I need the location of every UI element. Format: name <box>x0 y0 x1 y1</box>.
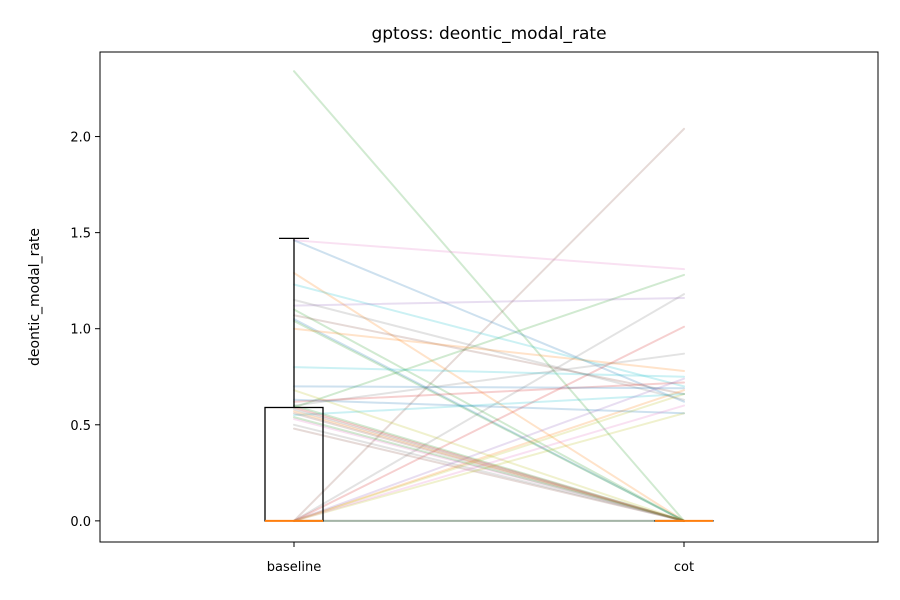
paired-line-35 <box>293 412 685 522</box>
paired-line-8 <box>293 296 685 307</box>
y-tick-label: 0.0 <box>70 515 91 530</box>
paired-line-18 <box>293 389 685 522</box>
y-axis-label: deontic_modal_rate <box>27 228 43 366</box>
paired-line-32 <box>293 404 685 522</box>
paired-line-17 <box>293 366 685 378</box>
y-axis: 0.0 0.5 1.0 1.5 2.0 <box>70 131 100 530</box>
paired-line-22 <box>293 393 685 522</box>
paired-line-25 <box>293 423 685 522</box>
paired-line-31 <box>293 406 685 522</box>
paired-line-16 <box>293 352 685 407</box>
boxplots <box>264 237 714 522</box>
x-tick-label-cot: cot <box>674 560 694 575</box>
y-tick-label: 0.5 <box>70 419 91 434</box>
paired-line-24 <box>293 427 685 522</box>
paired-line-6 <box>293 283 685 388</box>
chart-title: gptoss: deontic_modal_rate <box>371 24 606 44</box>
boxplot-baseline <box>264 237 324 522</box>
paired-line-10 <box>293 308 685 522</box>
paired-line-19 <box>293 381 685 403</box>
paired-line-33 <box>293 410 685 522</box>
paired-line-14 <box>293 325 685 522</box>
paired-line-30 <box>293 398 685 415</box>
paired-line-29 <box>293 412 685 522</box>
x-axis: baseline cot <box>267 542 694 575</box>
paired-line-20 <box>293 385 685 390</box>
y-tick-label: 1.5 <box>70 227 91 242</box>
paired-line-0 <box>293 70 685 522</box>
paired-line-27 <box>293 377 685 522</box>
paired-line-23 <box>293 393 685 417</box>
paired-line-9 <box>293 298 685 401</box>
paired-line-1 <box>293 127 685 522</box>
paired-line-26 <box>293 418 685 522</box>
paired-line-21 <box>293 389 685 522</box>
paired-line-7 <box>293 293 685 522</box>
paired-lines <box>293 70 685 522</box>
y-tick-label: 1.0 <box>70 323 91 338</box>
x-tick-label-baseline: baseline <box>267 560 321 575</box>
y-tick-label: 2.0 <box>70 131 91 146</box>
paired-line-36 <box>293 416 685 522</box>
paired-line-11 <box>293 314 685 396</box>
paired-line-34 <box>293 408 685 522</box>
paired-line-3 <box>293 239 685 403</box>
paired-line-28 <box>293 404 685 522</box>
paired-line-15 <box>293 327 685 372</box>
paired-line-5 <box>293 271 685 522</box>
paired-line-2 <box>293 239 685 271</box>
plot-frame <box>99 51 879 543</box>
paired-line-12 <box>293 318 685 522</box>
paired-line-4 <box>293 273 685 409</box>
paired-line-13 <box>293 320 685 522</box>
